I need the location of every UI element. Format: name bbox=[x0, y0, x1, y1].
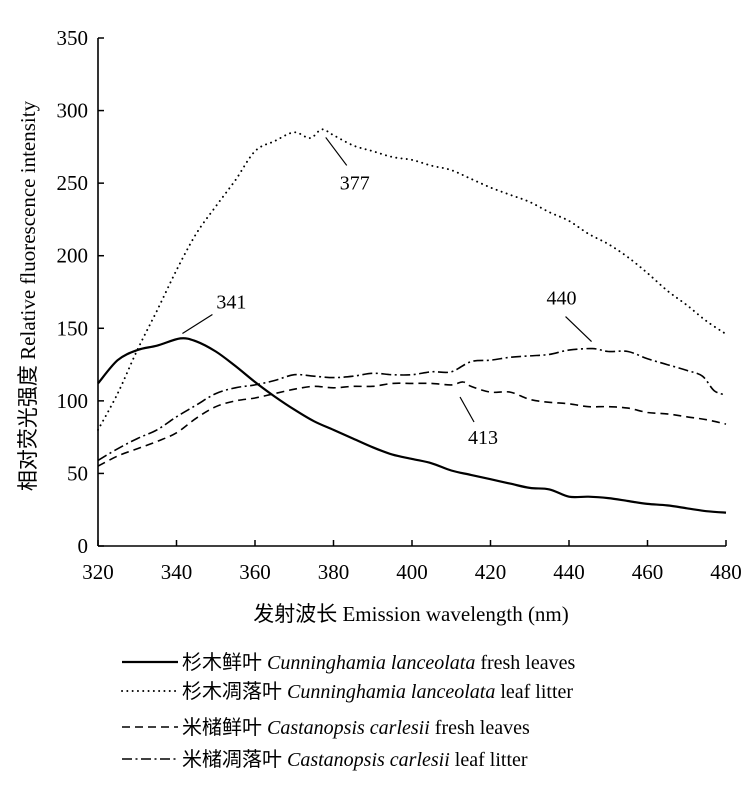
y-tick-label: 300 bbox=[57, 99, 89, 123]
legend-item: 杉木鲜叶 Cunninghamia lanceolata fresh leave… bbox=[122, 651, 575, 674]
peak-leader-line bbox=[182, 313, 213, 334]
legend-label-text: leaf litter bbox=[450, 749, 528, 771]
x-tick-label: 340 bbox=[161, 560, 193, 584]
y-tick-label: 200 bbox=[57, 244, 89, 268]
legend-species-name: Castanopsis carlesii bbox=[267, 717, 430, 739]
y-tick-label: 150 bbox=[57, 316, 89, 340]
x-tick-label: 480 bbox=[710, 560, 742, 584]
x-axis-ticks: 320 340 360 380 400 420 440 460 480 bbox=[82, 540, 742, 584]
legend: 杉木鲜叶 Cunninghamia lanceolata fresh leave… bbox=[121, 651, 575, 771]
series-line-dotted bbox=[97, 128, 727, 431]
plot-area bbox=[97, 128, 727, 514]
peak-annotations: 341 377 413 440 bbox=[182, 137, 592, 449]
peak-label: 440 bbox=[547, 288, 577, 310]
legend-label: 杉木鲜叶 Cunninghamia lanceolata fresh leave… bbox=[182, 651, 575, 674]
x-tick-label: 440 bbox=[553, 560, 585, 584]
legend-label-text: fresh leaves bbox=[475, 652, 575, 674]
legend-label: 杉木凋落叶 Cunninghamia lanceolata leaf litte… bbox=[182, 680, 573, 703]
y-tick-label: 0 bbox=[78, 534, 89, 558]
legend-item: 米槠凋落叶 Castanopsis carlesii leaf litter bbox=[122, 748, 528, 771]
legend-label: 米槠凋落叶 Castanopsis carlesii leaf litter bbox=[182, 748, 528, 771]
legend-label: 米槠鲜叶 Castanopsis carlesii fresh leaves bbox=[182, 716, 530, 739]
peak-label: 413 bbox=[468, 427, 498, 449]
peak-annotation: 341 bbox=[182, 291, 246, 334]
peak-leader-line bbox=[565, 316, 592, 343]
x-axis-title: 发射波长 Emission wavelength (nm) bbox=[253, 602, 569, 626]
legend-species-name: Cunninghamia lanceolata bbox=[267, 652, 475, 674]
peak-annotation: 440 bbox=[547, 288, 592, 343]
peak-leader-line bbox=[325, 137, 348, 166]
y-tick-label: 100 bbox=[57, 389, 89, 413]
series-line-dash-dot bbox=[97, 347, 727, 462]
legend-item: 米槠鲜叶 Castanopsis carlesii fresh leaves bbox=[122, 716, 530, 739]
x-tick-label: 420 bbox=[475, 560, 507, 584]
series-line-dashed bbox=[97, 381, 727, 467]
x-tick-label: 380 bbox=[318, 560, 350, 584]
y-axis-title: 相对荧光强度 Relative fluorescence intensity bbox=[16, 100, 40, 491]
peak-annotation: 377 bbox=[325, 137, 370, 194]
x-tick-label: 320 bbox=[82, 560, 114, 584]
legend-item: 杉木凋落叶 Cunninghamia lanceolata leaf litte… bbox=[121, 680, 573, 703]
legend-species-name: Castanopsis carlesii bbox=[287, 749, 450, 771]
legend-label-text: 米槠鲜叶 bbox=[182, 716, 267, 739]
legend-label-text: 杉木鲜叶 bbox=[182, 651, 267, 674]
y-axis-ticks: 0 50 100 150 200 250 300 350 bbox=[57, 26, 104, 558]
legend-label-text: fresh leaves bbox=[430, 717, 530, 739]
legend-species-name: Cunninghamia lanceolata bbox=[287, 681, 495, 703]
x-tick-label: 360 bbox=[239, 560, 271, 584]
legend-label-text: leaf litter bbox=[495, 681, 573, 703]
legend-label-text: 杉木凋落叶 bbox=[182, 680, 287, 703]
peak-label: 377 bbox=[340, 172, 370, 194]
peak-label: 341 bbox=[216, 291, 246, 313]
x-tick-label: 460 bbox=[632, 560, 664, 584]
x-tick-label: 400 bbox=[396, 560, 428, 584]
series-line-solid bbox=[97, 337, 727, 514]
legend-label-text: 米槠凋落叶 bbox=[182, 748, 287, 771]
y-tick-label: 350 bbox=[57, 26, 89, 50]
y-tick-label: 50 bbox=[67, 461, 88, 485]
peak-leader-line bbox=[459, 396, 475, 423]
peak-annotation: 413 bbox=[459, 396, 498, 449]
y-tick-label: 250 bbox=[57, 171, 89, 195]
